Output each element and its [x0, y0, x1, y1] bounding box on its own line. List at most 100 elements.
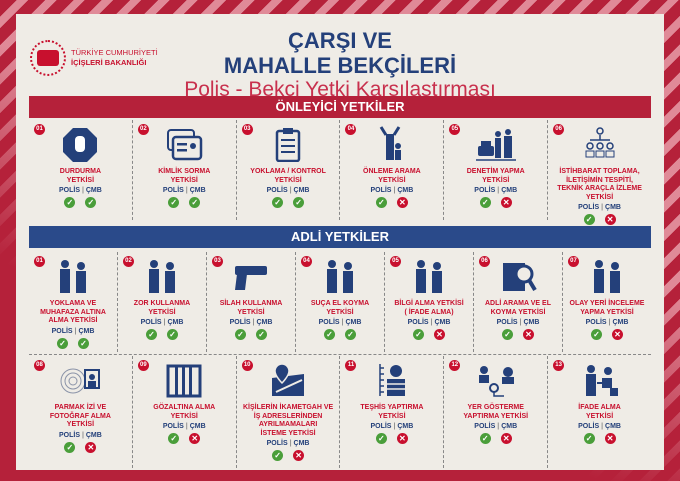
- item-title: ÖNLEME ARAMA YETKİSİ: [363, 168, 421, 184]
- authority-item: 06 ADLİ ARAMA VE EL KOYMA YETKİSİ POLİS …: [474, 252, 563, 352]
- statement-icon: [548, 360, 651, 400]
- check-icon: ✓: [479, 197, 491, 208]
- polis-cmb-label: POLİS | ÇMB: [496, 319, 540, 326]
- org-line2: İÇİŞLERİ BAKANLIĞI: [71, 58, 147, 67]
- item-title: YOKLAMA VE MUHAFAZA ALTINA ALMA YETKİSİ: [40, 300, 106, 324]
- authority-item: 11 TEŞHİS YAPTIRMA YETKİSİ POLİS | ÇMB ✓…: [340, 356, 445, 468]
- check-icon: ✓: [235, 329, 246, 340]
- authority-item: 02 ZOR KULLANMA YETKİSİ POLİS | ÇMB ✓ ✓: [118, 252, 207, 352]
- check-icon: ✓: [167, 329, 178, 340]
- item-title: SİLAH KULLANMA YETKİSİ: [219, 300, 283, 316]
- check-icon: ✓: [583, 433, 595, 444]
- polis-cmb-label: POLİS | ÇMB: [474, 187, 518, 194]
- check-icon: ✓: [502, 329, 513, 340]
- authority-item: 02 KİMLİK SORMA YETKİSİ POLİS | ÇMB ✓ ✓: [133, 120, 237, 220]
- fingerprint-icon: [29, 360, 132, 400]
- authority-row: 01 YOKLAMA VE MUHAFAZA ALTINA ALMA YETKİ…: [29, 252, 651, 352]
- check-icon: ✓: [64, 197, 76, 208]
- item-number: 01: [34, 256, 45, 267]
- car-inspection-icon: [444, 124, 547, 164]
- check-icon: ✓: [78, 337, 89, 349]
- item-number: 05: [390, 256, 401, 267]
- item-number: 04: [301, 256, 312, 267]
- authority-item: 01 YOKLAMA VE MUHAFAZA ALTINA ALMA YETKİ…: [29, 252, 118, 352]
- check-icon: ✓: [146, 329, 157, 340]
- item-number: 01: [34, 124, 45, 135]
- item-number: 08: [34, 360, 45, 371]
- item-title: KİMLİK SORMA YETKİSİ: [158, 168, 211, 184]
- force-icon: [118, 256, 206, 296]
- check-icon: ✓: [375, 433, 387, 444]
- item-title: BİLGİ ALMA YETKİSİ ( İFADE ALMA): [394, 300, 464, 316]
- cross-icon: ✕: [500, 433, 512, 444]
- seize-car-icon: [296, 256, 384, 296]
- id-card-icon: [133, 124, 236, 164]
- crime-scene-icon: [563, 256, 651, 296]
- polis-cmb-label: POLİS | ÇMB: [266, 187, 310, 194]
- polis-cmb-label: POLİS | ÇMB: [578, 204, 621, 211]
- item-number: 03: [241, 124, 253, 135]
- polis-cmb-label: POLİS | ÇMB: [407, 319, 451, 326]
- item-number: 11: [345, 360, 357, 371]
- polis-cmb-label: POLİS | ÇMB: [370, 423, 414, 430]
- polis-cmb-label: POLİS | ÇMB: [58, 187, 102, 194]
- item-title: TEŞHİS YAPTIRMA YETKİSİ: [360, 404, 424, 420]
- item-number: 06: [479, 256, 490, 267]
- clipboard-icon: [237, 124, 340, 164]
- item-title: PARMAK İZİ VE FOTOĞRAF ALMA YETKİSİ: [49, 404, 111, 428]
- polis-cmb-label: POLİS | ÇMB: [58, 431, 102, 439]
- divider: [29, 354, 651, 355]
- item-number: 05: [449, 124, 461, 135]
- check-icon: ✓: [256, 329, 267, 340]
- item-title: DENETİM YAPMA YETKİSİ: [466, 168, 525, 184]
- item-number: 06: [553, 124, 565, 135]
- detain-icon: [29, 256, 117, 296]
- authority-item: 03 SİLAH KULLANMA YETKİSİ POLİS | ÇMB ✓ ✓: [207, 252, 296, 352]
- polis-cmb-label: POLİS | ÇMB: [474, 423, 518, 430]
- stop-hand-icon: [29, 124, 132, 164]
- check-icon: ✓: [272, 450, 284, 461]
- polis-cmb-label: POLİS | ÇMB: [578, 423, 621, 430]
- org-line1: TÜRKİYE CUMHURİYETİ: [71, 48, 158, 57]
- item-title: OLAY YERİ İNCELEME YAPMA YETKİSİ: [569, 300, 645, 316]
- authority-item: 04 ÖNLEME ARAMA YETKİSİ POLİS | ÇMB ✓ ✕: [340, 120, 445, 220]
- authority-item: 04 SUÇA EL KOYMA YETKİSİ POLİS | ÇMB ✓ ✓: [296, 252, 385, 352]
- polis-cmb-label: POLİS | ÇMB: [370, 187, 414, 194]
- infographic-card: TÜRKİYE CUMHURİYETİ İÇİŞLERİ BAKANLIĞI ÇA…: [16, 14, 664, 470]
- authority-item: 09 GÖZALTINA ALMA YETKİSİ POLİS | ÇMB ✓ ✕: [133, 356, 237, 468]
- authority-item: 03 YOKLAMA / KONTROL YETKİSİ POLİS | ÇMB…: [237, 120, 341, 220]
- polis-cmb-label: POLİS | ÇMB: [162, 187, 206, 194]
- cross-icon: ✕: [189, 433, 201, 444]
- check-icon: ✓: [64, 441, 76, 453]
- polis-cmb-label: POLİS | ÇMB: [229, 319, 273, 326]
- section-header-onleyici: ÖNLEYİCİ YETKİLER: [29, 96, 651, 118]
- item-number: 12: [449, 360, 461, 371]
- authority-item: 12 YER GÖSTERME YAPTIRMA YETKİSİ POLİS |…: [444, 356, 549, 468]
- check-icon: ✓: [85, 197, 97, 208]
- authority-item: 08 PARMAK İZİ VE FOTOĞRAF ALMA YETKİSİ P…: [29, 356, 133, 468]
- check-icon: ✓: [293, 197, 305, 208]
- section-header-adli: ADLİ YETKİLER: [29, 226, 651, 248]
- cross-icon: ✕: [604, 214, 616, 225]
- item-number: 10: [241, 360, 253, 371]
- item-number: 07: [568, 256, 579, 267]
- check-icon: ✓: [479, 433, 491, 444]
- polis-cmb-label: POLİS | ÇMB: [140, 319, 184, 326]
- polis-cmb-label: POLİS | ÇMB: [266, 440, 310, 447]
- check-icon: ✓: [57, 337, 68, 349]
- check-icon: ✓: [272, 197, 284, 208]
- check-icon: ✓: [189, 197, 201, 208]
- route-icon: [444, 360, 547, 400]
- check-icon: ✓: [345, 329, 356, 340]
- cross-icon: ✕: [604, 433, 616, 444]
- check-icon: ✓: [168, 197, 180, 208]
- item-title: DURDURMA YETKİSİ: [59, 168, 102, 184]
- authority-item: 13 İFADE ALMA YETKİSİ POLİS | ÇMB ✓ ✕: [548, 356, 651, 468]
- polis-cmb-label: POLİS | ÇMB: [51, 327, 95, 335]
- cross-icon: ✕: [434, 329, 445, 340]
- item-title: KİŞİLERİN İKAMETGAH VE İŞ ADRESLERİNDEN …: [242, 404, 334, 437]
- item-number: 02: [137, 124, 149, 135]
- item-title: ZOR KULLANMA YETKİSİ: [133, 300, 191, 316]
- item-title: İFADE ALMA YETKİSİ: [578, 404, 621, 420]
- item-title: GÖZALTINA ALMA YETKİSİ: [153, 404, 216, 420]
